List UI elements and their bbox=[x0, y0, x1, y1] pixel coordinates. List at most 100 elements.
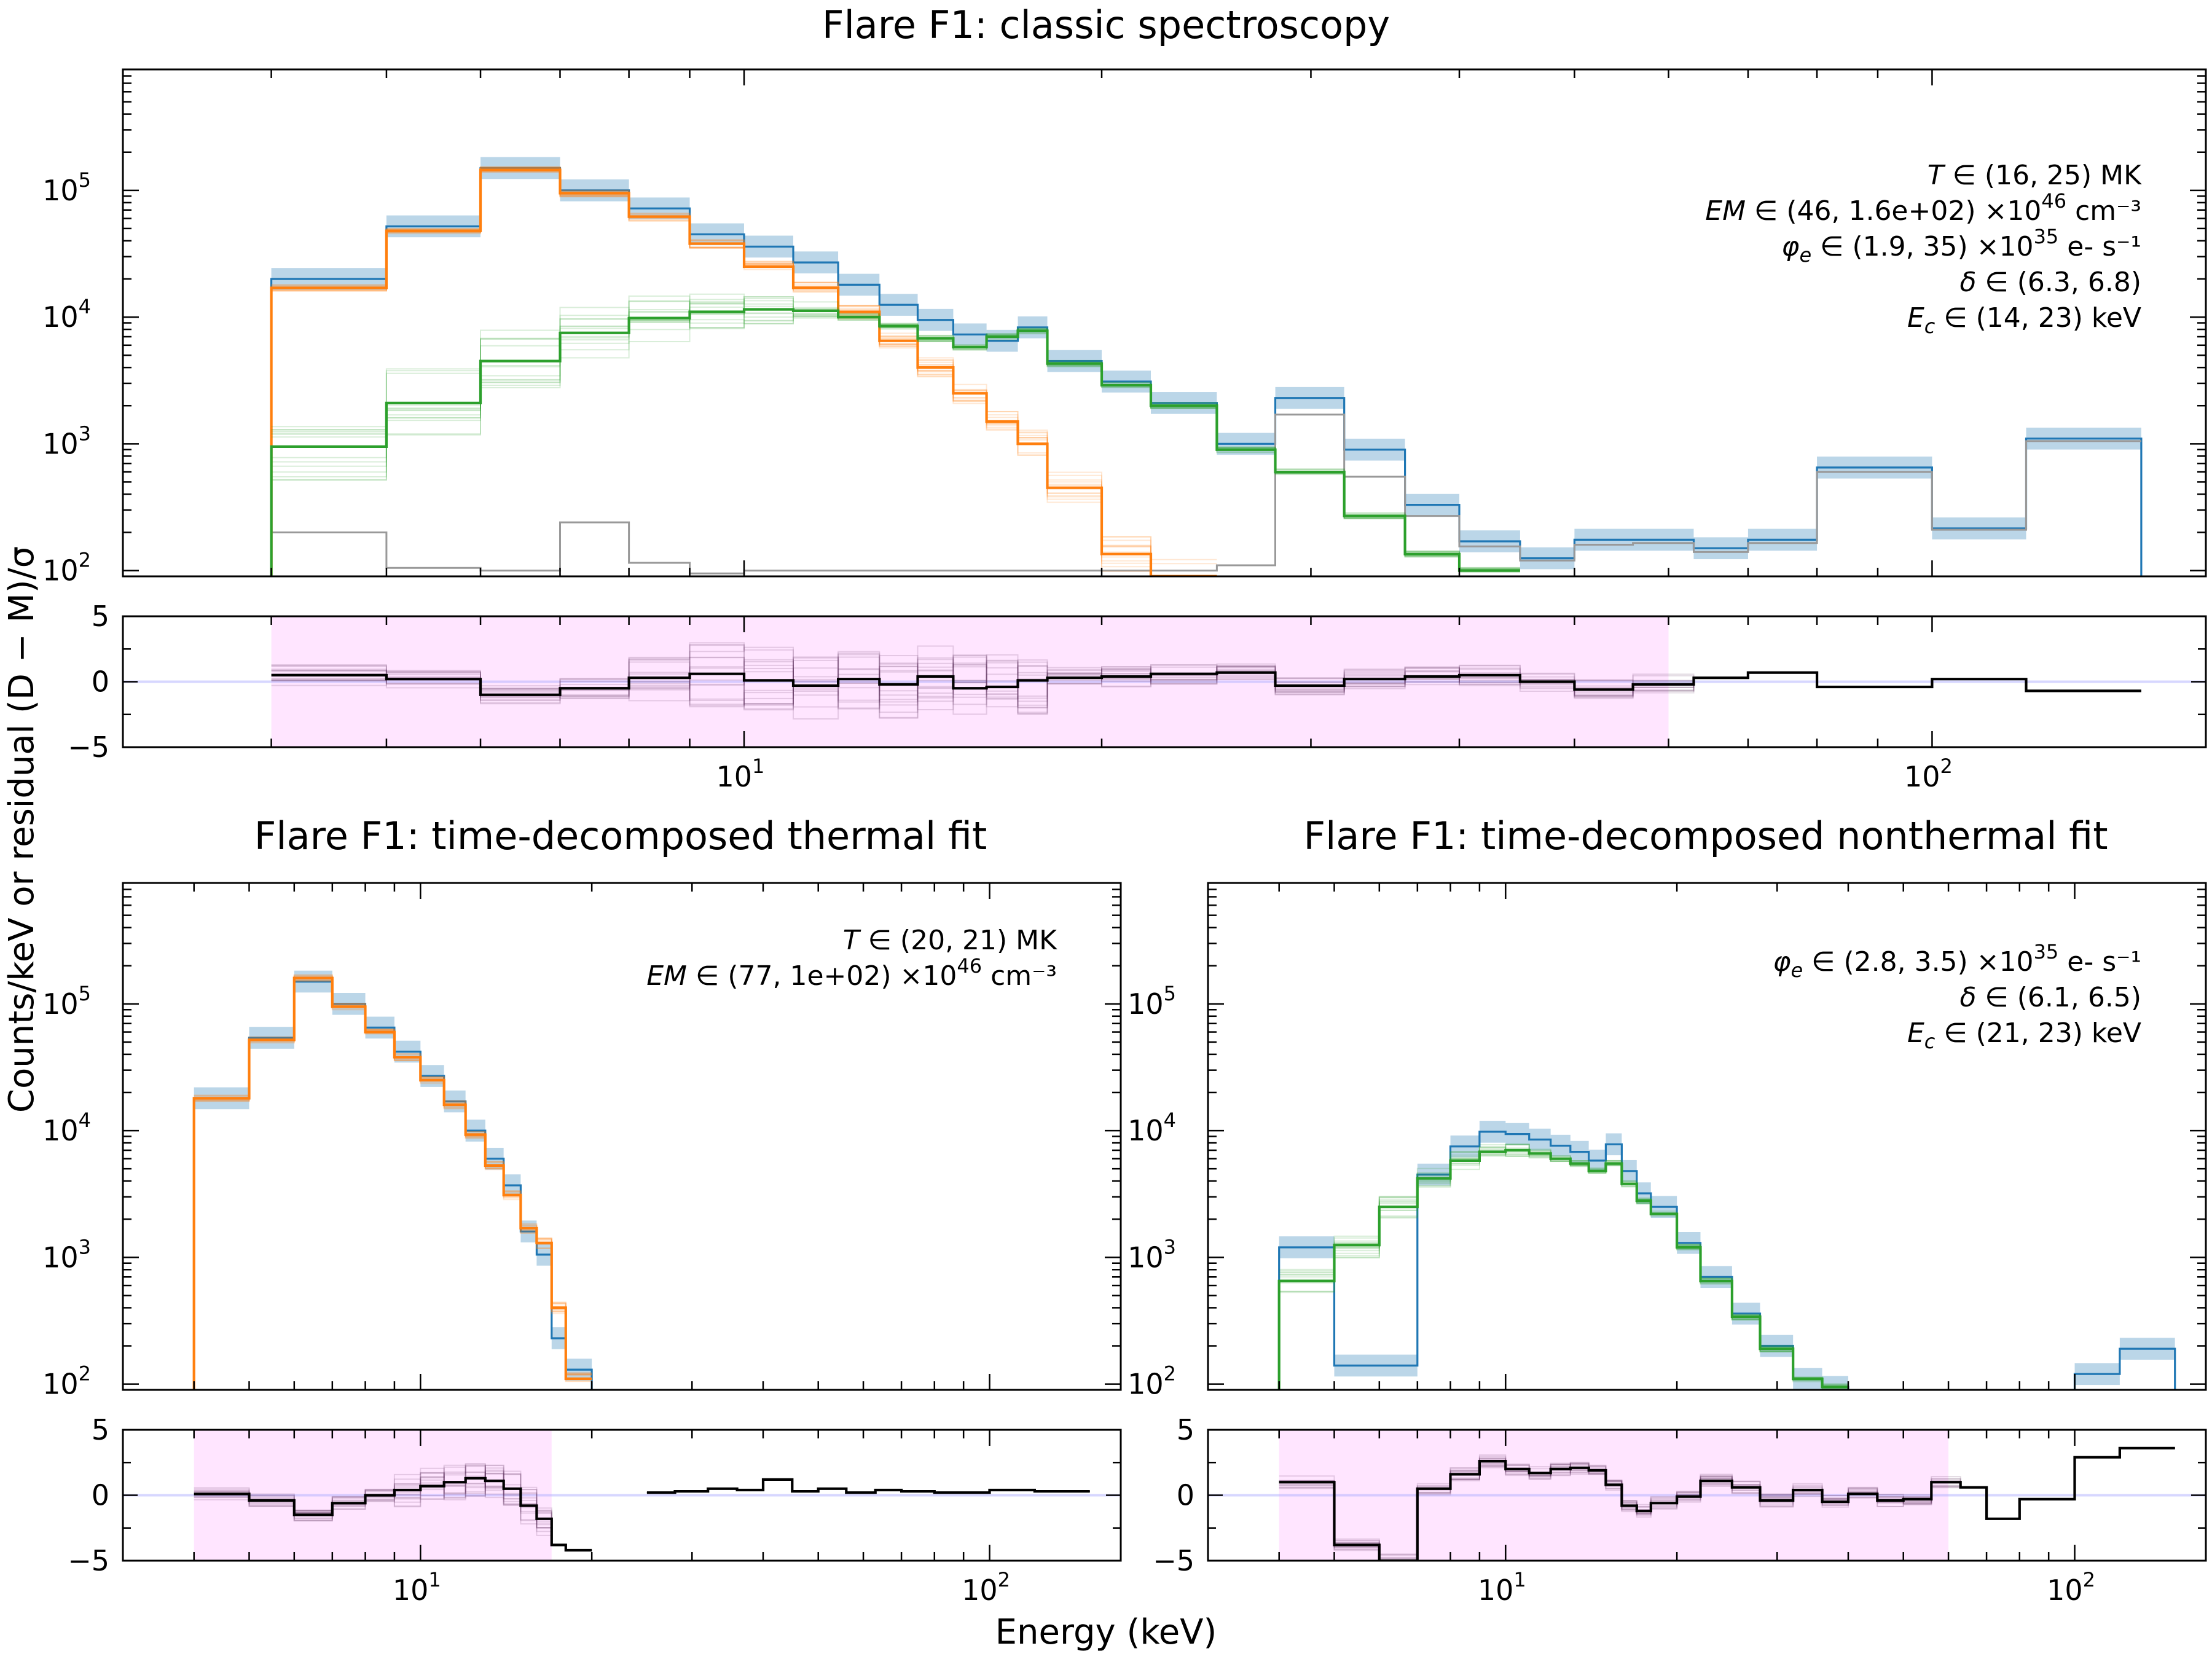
annotation-symbol: T bbox=[843, 925, 861, 956]
annotation-symbol: EM bbox=[1705, 195, 1746, 227]
annotation-text: ∈ (6.3, 6.8) bbox=[1976, 267, 2141, 298]
annotation-text: ∈ (2.8, 3.5) ×10 bbox=[1803, 946, 2033, 978]
annotation-symbol: T bbox=[1928, 160, 1946, 191]
annotation-text: ∈ (16, 25) MK bbox=[1944, 160, 2143, 191]
x-tick-label-exponent: 2 bbox=[2083, 1568, 2095, 1591]
thermal-posterior-sample bbox=[194, 979, 592, 1374]
residual-posterior-sample bbox=[271, 646, 2141, 704]
parameter-annotation: T ∈ (16, 25) MK bbox=[1928, 160, 2142, 191]
y-tick-label: 105 bbox=[1128, 982, 1176, 1021]
nonthermal-posterior-sample bbox=[1279, 1143, 1848, 1387]
bottom-left-title: Flare F1: time-decomposed thermal fit bbox=[254, 814, 987, 858]
bottom-right-title: Flare F1: time-decomposed nonthermal fit bbox=[1303, 814, 2108, 858]
parameter-annotation: φe ∈ (1.9, 35) ×1035 e- s⁻¹ bbox=[1781, 225, 2141, 267]
y-tick-label-exponent: 5 bbox=[1164, 982, 1176, 1005]
residual-posterior-sample bbox=[271, 659, 2141, 715]
shared-y-axis-label: Counts/keV or residual (D − M)/σ bbox=[2, 546, 42, 1113]
plot-area bbox=[123, 616, 2206, 747]
x-tick-label-exponent: 1 bbox=[752, 755, 764, 778]
nonthermal-posterior-sample bbox=[1279, 1148, 1848, 1386]
annotation-subscript: c bbox=[1924, 315, 1936, 338]
y-tick-label-exponent: 4 bbox=[79, 295, 91, 318]
annotation-text: ∈ (1.9, 35) ×10 bbox=[1811, 231, 2033, 262]
annotation-subscript: e bbox=[1790, 959, 1803, 982]
x-tick-label: 102 bbox=[1904, 755, 1953, 793]
shared-x-axis-label: Energy (keV) bbox=[995, 1612, 1217, 1652]
y-tick-label-exponent: 2 bbox=[79, 1362, 91, 1386]
top-plot-frame bbox=[122, 68, 2207, 578]
y-tick-label-exponent: 4 bbox=[79, 1108, 91, 1132]
y-tick-label: 0 bbox=[1177, 1479, 1194, 1512]
residual-posterior-sample bbox=[271, 644, 2141, 719]
annotation-symbol: φ bbox=[1781, 231, 1799, 262]
bottom-left-plot-frame bbox=[122, 882, 1122, 1391]
annotation-text: ∈ (6.1, 6.5) bbox=[1976, 982, 2141, 1013]
parameter-annotation: δ ∈ (6.1, 6.5) bbox=[1960, 982, 2141, 1013]
annotation-symbol: E bbox=[1907, 302, 1924, 334]
annotation-text: ∈ (21, 23) keV bbox=[1935, 1018, 2141, 1049]
residual-posterior-sample bbox=[271, 657, 2141, 711]
thermal-series-line bbox=[192, 976, 592, 1390]
y-tick-label: −5 bbox=[68, 1544, 109, 1577]
plot-area bbox=[123, 1430, 1121, 1561]
y-tick-label: 0 bbox=[92, 665, 109, 699]
bottom-right-residual-frame bbox=[1207, 1429, 2207, 1562]
residual-series-line bbox=[194, 1477, 1090, 1552]
annotation-text: ∈ (77, 1e+02) ×10 bbox=[687, 960, 957, 992]
y-tick-label-exponent: 3 bbox=[1164, 1235, 1176, 1258]
nonthermal-posterior-sample bbox=[1279, 1151, 1848, 1384]
nonthermal-posterior-sample bbox=[1279, 1144, 1848, 1390]
parameter-annotation: φe ∈ (2.8, 3.5) ×1035 e- s⁻¹ bbox=[1773, 940, 2141, 982]
annotation-exponent: 46 bbox=[2041, 189, 2066, 213]
annotation-exponent: 35 bbox=[2034, 940, 2059, 963]
y-tick-label-exponent: 3 bbox=[79, 1235, 91, 1258]
nonthermal-series-line bbox=[270, 308, 1520, 576]
y-tick-label: 102 bbox=[42, 1362, 91, 1401]
y-tick-label: 5 bbox=[1177, 1413, 1194, 1446]
nonthermal-posterior-sample bbox=[1279, 1143, 1848, 1388]
annotation-unit: cm⁻³ bbox=[2066, 195, 2141, 227]
nonthermal-series-line bbox=[1277, 1148, 1848, 1390]
annotation-exponent: 35 bbox=[2034, 225, 2059, 248]
data-series-line bbox=[193, 980, 593, 1390]
annotation-unit: e- s⁻¹ bbox=[2058, 231, 2141, 262]
residual-posterior-sample bbox=[271, 654, 2141, 708]
residual-series-line bbox=[1279, 1446, 2175, 1561]
x-tick-label-exponent: 1 bbox=[1513, 1568, 1526, 1591]
y-tick-label: −5 bbox=[1153, 1544, 1194, 1577]
annotation-unit: e- s⁻¹ bbox=[2058, 946, 2141, 978]
background-series-line bbox=[271, 414, 2141, 575]
parameter-annotation: Ec ∈ (14, 23) keV bbox=[1907, 302, 2141, 338]
y-tick-label-exponent: 5 bbox=[79, 982, 91, 1005]
plot-area bbox=[1208, 1430, 2206, 1561]
plot-area bbox=[1277, 1121, 2176, 1390]
annotation-symbol: E bbox=[1907, 1018, 1924, 1049]
thermal-posterior-sample bbox=[194, 979, 592, 1375]
y-tick-label-exponent: 2 bbox=[79, 549, 91, 572]
annotation-unit: cm⁻³ bbox=[982, 960, 1057, 992]
annotation-exponent: 46 bbox=[957, 954, 982, 978]
annotation-symbol: δ bbox=[1960, 982, 1977, 1013]
annotation-text: ∈ (14, 23) keV bbox=[1935, 302, 2141, 334]
top-title: Flare F1: classic spectroscopy bbox=[822, 2, 1390, 47]
top-residual-frame bbox=[122, 615, 2207, 748]
bottom-left-residual-frame bbox=[122, 1429, 1122, 1562]
parameter-annotation: T ∈ (20, 21) MK bbox=[843, 925, 1057, 956]
y-tick-label-exponent: 5 bbox=[79, 168, 91, 192]
y-tick-label: −5 bbox=[68, 731, 109, 764]
y-tick-label: 104 bbox=[42, 295, 91, 334]
annotation-text: ∈ (20, 21) MK bbox=[860, 925, 1058, 956]
parameter-annotation: EM ∈ (46, 1.6e+02) ×1046 cm⁻³ bbox=[1705, 189, 2141, 227]
nonthermal-posterior-sample bbox=[1279, 1147, 1848, 1386]
residual-posterior-sample bbox=[271, 653, 2141, 708]
y-tick-label: 5 bbox=[92, 1413, 109, 1446]
annotation-subscript: e bbox=[1799, 243, 1811, 267]
x-tick-label-exponent: 1 bbox=[428, 1568, 441, 1591]
annotation-symbol: δ bbox=[1960, 267, 1977, 298]
residual-series-line bbox=[271, 671, 2141, 696]
